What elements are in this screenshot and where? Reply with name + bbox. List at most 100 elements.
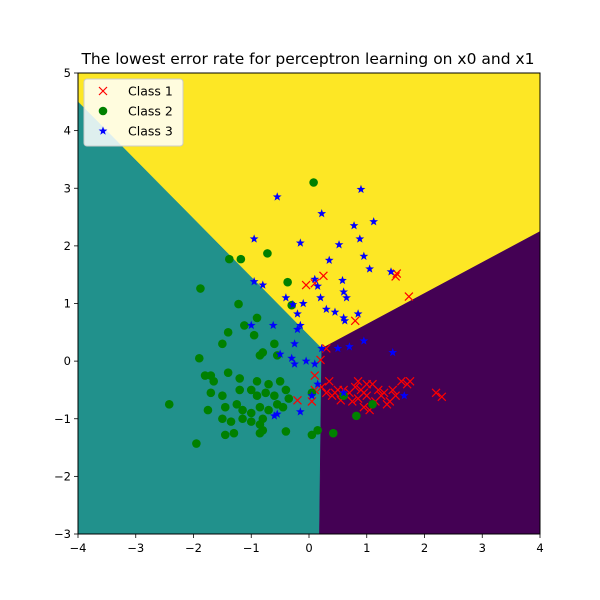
class-2-point [307, 430, 317, 440]
legend-marker-class-1 [98, 86, 108, 96]
class-1-point [324, 376, 334, 386]
class-1-point [396, 376, 406, 386]
y-tick-label: −1 [54, 412, 71, 426]
class-2-point [283, 277, 292, 287]
class-2-point [203, 405, 213, 415]
class-1-point [350, 382, 360, 392]
class-3-point [249, 234, 259, 243]
class-3-point [290, 359, 299, 368]
legend-label-class-1: Class 1 [128, 84, 173, 99]
class-2-point [281, 427, 291, 436]
class-2-point [206, 388, 216, 398]
class-3-point [313, 379, 323, 388]
class-1-point [359, 402, 369, 412]
class-3-point [333, 343, 343, 353]
x-tick-label: 0 [305, 541, 312, 555]
class-2-point [275, 376, 285, 386]
x-tick-label: 3 [479, 541, 486, 555]
class-3-point [246, 320, 256, 330]
data-points [164, 178, 447, 448]
class-2-point [368, 400, 377, 409]
class-1-point [373, 385, 383, 395]
class-3-point [386, 267, 396, 276]
class-3-point [355, 234, 365, 243]
class-1-point [319, 271, 328, 281]
class-2-point [252, 391, 262, 401]
class-2-point [164, 400, 174, 409]
class-3-point [307, 391, 317, 400]
class-2-point [284, 394, 294, 403]
class-1-point [330, 388, 340, 398]
class-1-point [431, 388, 441, 398]
decision-region-3 [319, 231, 540, 534]
class-3-point [330, 307, 340, 316]
class-2-point [255, 351, 265, 360]
class-1-point [388, 385, 398, 395]
class-3-point [339, 388, 349, 397]
class-3-point [317, 343, 327, 353]
class-3-point [288, 300, 298, 309]
class-2-point [225, 254, 234, 264]
class-2-point [220, 430, 230, 440]
y-tick-label: 5 [64, 66, 71, 80]
class-2-point [229, 428, 239, 438]
class-2-point [218, 414, 227, 424]
class-1-point [359, 388, 369, 398]
class-3-point [310, 359, 320, 368]
class-1-point [353, 376, 363, 386]
y-tick-label: 1 [64, 297, 71, 311]
class-2-point [234, 299, 243, 309]
class-1-point [293, 395, 302, 405]
class-3-point [340, 316, 350, 325]
class-3-point [281, 293, 291, 302]
class-2-point [235, 374, 244, 383]
class-1-point [350, 316, 360, 326]
class-3-point [349, 221, 359, 230]
class-1-point [347, 397, 357, 406]
class-2-point [240, 321, 249, 330]
class-2-point [246, 417, 256, 426]
class-3-point [272, 409, 282, 418]
class-3-point [345, 342, 354, 351]
legend-label-class-2: Class 2 [128, 104, 173, 119]
class-2-point [223, 328, 233, 337]
class-1-point [391, 391, 401, 401]
class-2-point [236, 254, 246, 264]
class-3-point [359, 336, 369, 345]
class-3-point [293, 324, 302, 334]
class-3-point [287, 353, 297, 362]
y-axis: −3 −2 −1 0 1 2 3 4 5 [54, 66, 78, 541]
class-3-point [290, 339, 299, 348]
y-tick-label: 0 [64, 354, 71, 368]
class-3-point [359, 251, 369, 260]
class-3-point [301, 356, 311, 365]
class-2-point [309, 178, 318, 187]
x-axis: −4 −3 −2 −1 0 1 2 3 4 [70, 534, 544, 555]
class-1-point [310, 371, 320, 380]
class-2-point [313, 425, 322, 435]
class-3-point [268, 320, 278, 330]
class-2-point [194, 353, 204, 363]
class-1-point [437, 392, 447, 402]
class-3-point [369, 217, 379, 226]
legend-marker-class-3 [98, 126, 108, 135]
class-3-point [313, 281, 323, 290]
class-2-point [264, 379, 273, 389]
legend-box [83, 78, 184, 147]
x-tick-label: −2 [185, 541, 202, 555]
class-3-point [272, 192, 282, 201]
x-tick-label: 2 [421, 541, 428, 555]
class-2-point [232, 400, 242, 409]
legend-label-class-3: Class 3 [128, 124, 173, 139]
y-tick-label: 4 [64, 124, 71, 138]
legend: Class 1 Class 2 Class 3 [83, 78, 184, 147]
class-2-point [226, 417, 236, 426]
class-3-point [269, 411, 279, 420]
class-3-point [295, 238, 305, 247]
class-2-point [270, 339, 279, 349]
class-2-point [263, 249, 272, 258]
class-3-point [317, 209, 327, 218]
class-3-point [334, 240, 344, 249]
class-2-point [223, 368, 233, 377]
class-2-point [270, 391, 279, 401]
